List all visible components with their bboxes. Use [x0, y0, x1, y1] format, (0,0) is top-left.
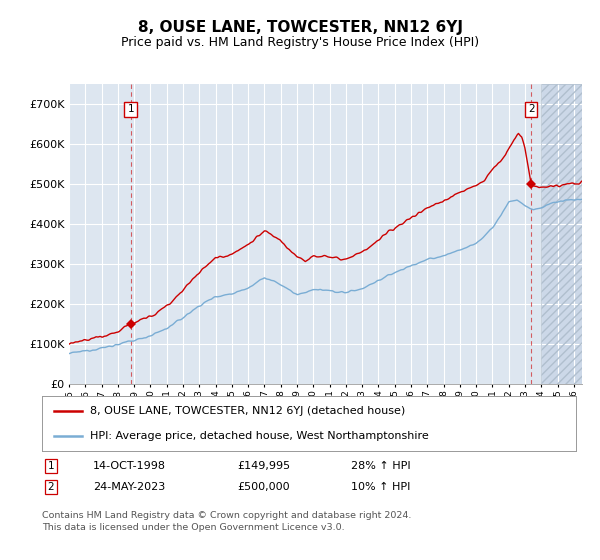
Text: 2: 2 — [528, 105, 535, 114]
Text: Price paid vs. HM Land Registry's House Price Index (HPI): Price paid vs. HM Land Registry's House … — [121, 36, 479, 49]
Text: 1: 1 — [127, 105, 134, 114]
Bar — [541, 84, 582, 384]
Text: 10% ↑ HPI: 10% ↑ HPI — [351, 482, 410, 492]
Text: Contains HM Land Registry data © Crown copyright and database right 2024.
This d: Contains HM Land Registry data © Crown c… — [42, 511, 412, 531]
Text: 8, OUSE LANE, TOWCESTER, NN12 6YJ: 8, OUSE LANE, TOWCESTER, NN12 6YJ — [137, 20, 463, 35]
Text: £500,000: £500,000 — [237, 482, 290, 492]
Text: 24-MAY-2023: 24-MAY-2023 — [93, 482, 165, 492]
Text: 28% ↑ HPI: 28% ↑ HPI — [351, 461, 410, 471]
Bar — [541, 84, 582, 384]
Text: £149,995: £149,995 — [237, 461, 290, 471]
Text: 8, OUSE LANE, TOWCESTER, NN12 6YJ (detached house): 8, OUSE LANE, TOWCESTER, NN12 6YJ (detac… — [90, 406, 406, 416]
Text: HPI: Average price, detached house, West Northamptonshire: HPI: Average price, detached house, West… — [90, 431, 429, 441]
Text: 14-OCT-1998: 14-OCT-1998 — [93, 461, 166, 471]
Text: 2: 2 — [47, 482, 55, 492]
Text: 1: 1 — [47, 461, 55, 471]
